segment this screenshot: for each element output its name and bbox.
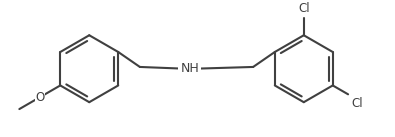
Text: NH: NH xyxy=(180,62,199,75)
Text: O: O xyxy=(35,91,45,104)
Text: Cl: Cl xyxy=(351,97,363,110)
Text: Cl: Cl xyxy=(298,2,310,15)
